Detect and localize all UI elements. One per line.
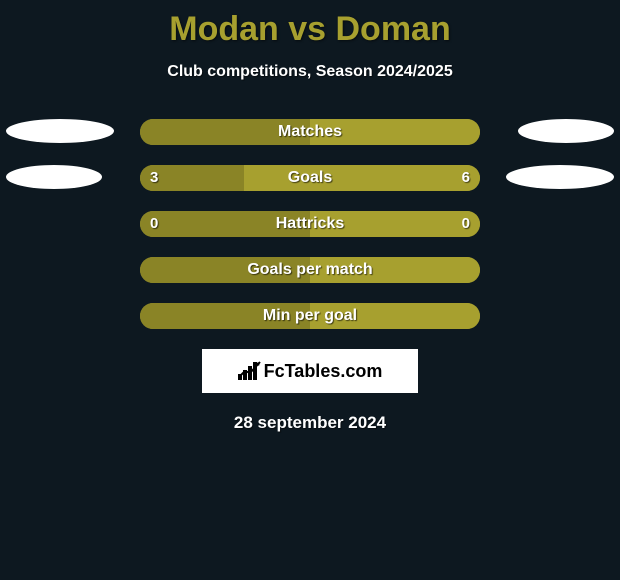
stat-bar: Goals3 6: [140, 165, 480, 191]
stat-row: Matches: [0, 119, 620, 145]
stat-label: Goals per match: [140, 257, 480, 283]
player-shadow-right: [518, 119, 614, 143]
brand-logo: FcTables.com: [202, 349, 418, 393]
brand-text: FcTables.com: [264, 361, 383, 382]
stat-row: Goals per match: [0, 257, 620, 283]
stat-label: Goals: [140, 165, 480, 191]
brand-logo-content: FcTables.com: [238, 361, 383, 382]
stat-bar: Min per goal: [140, 303, 480, 329]
stat-value-left: 0: [140, 211, 168, 237]
stat-label: Matches: [140, 119, 480, 145]
brand-chart-icon: [238, 362, 260, 380]
stat-row: Goals3 6: [0, 165, 620, 191]
player-shadow-left: [6, 119, 114, 143]
comparison-rows: Matches Goals3 6 Hattricks0 0 Goals per match…: [0, 119, 620, 329]
date-text: 28 september 2024: [0, 413, 620, 433]
stat-bar: Matches: [140, 119, 480, 145]
stat-bar: Hattricks0 0: [140, 211, 480, 237]
stat-row: Min per goal: [0, 303, 620, 329]
page-title: Modan vs Doman: [0, 0, 620, 49]
stat-value-left: 3: [140, 165, 168, 191]
stat-label: Hattricks: [140, 211, 480, 237]
player-shadow-left: [6, 165, 102, 189]
subtitle: Club competitions, Season 2024/2025: [0, 63, 620, 81]
player-shadow-right: [506, 165, 614, 189]
stat-value-right: 0: [452, 211, 480, 237]
stat-row: Hattricks0 0: [0, 211, 620, 237]
stat-label: Min per goal: [140, 303, 480, 329]
stat-value-right: 6: [452, 165, 480, 191]
stat-bar: Goals per match: [140, 257, 480, 283]
